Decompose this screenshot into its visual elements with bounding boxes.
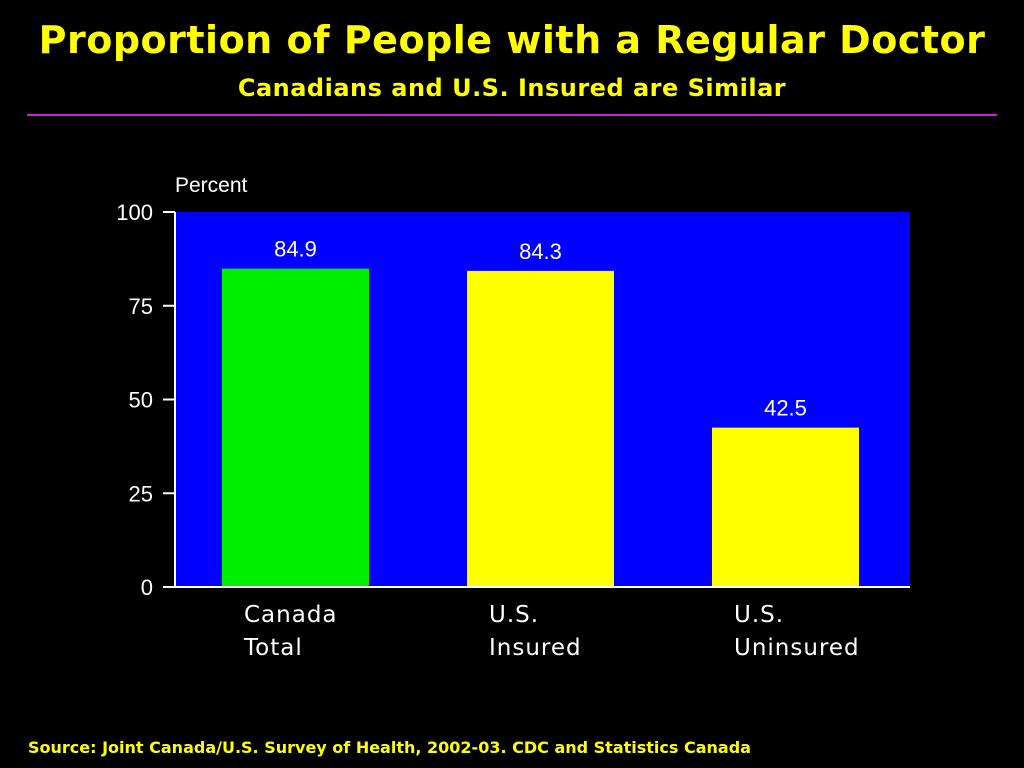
y-tick-label: 75 (129, 294, 153, 319)
x-tick-label: Total (243, 635, 303, 661)
bar-chart: 84.9 Canada Total 84.3 U.S. Insured 42.5 U.S. Un… (116, 174, 910, 661)
page-title: Proportion of People with a Regular Doct… (38, 18, 986, 62)
x-tick-label: U.S. (734, 602, 784, 628)
x-tick-label: Uninsured (734, 635, 860, 661)
y-tick-label: 0 (141, 575, 153, 600)
y-tick-label: 25 (129, 481, 153, 506)
bar (467, 270, 614, 587)
bar (222, 268, 369, 587)
source-note: Source: Joint Canada/U.S. Survey of Heal… (28, 738, 751, 757)
x-tick-label: Canada (244, 602, 338, 628)
y-tick-label: 100 (116, 200, 153, 225)
data-label: 42.5 (764, 396, 807, 421)
bar (712, 427, 859, 587)
title-divider (27, 114, 997, 116)
data-label: 84.3 (519, 239, 562, 264)
x-tick-label: Insured (489, 635, 582, 661)
data-label: 84.9 (274, 237, 317, 262)
x-tick-label: U.S. (489, 602, 539, 628)
y-tick-label: 50 (129, 388, 153, 413)
y-axis-label: Percent (175, 174, 248, 197)
page-subtitle: Canadians and U.S. Insured are Similar (237, 74, 787, 102)
